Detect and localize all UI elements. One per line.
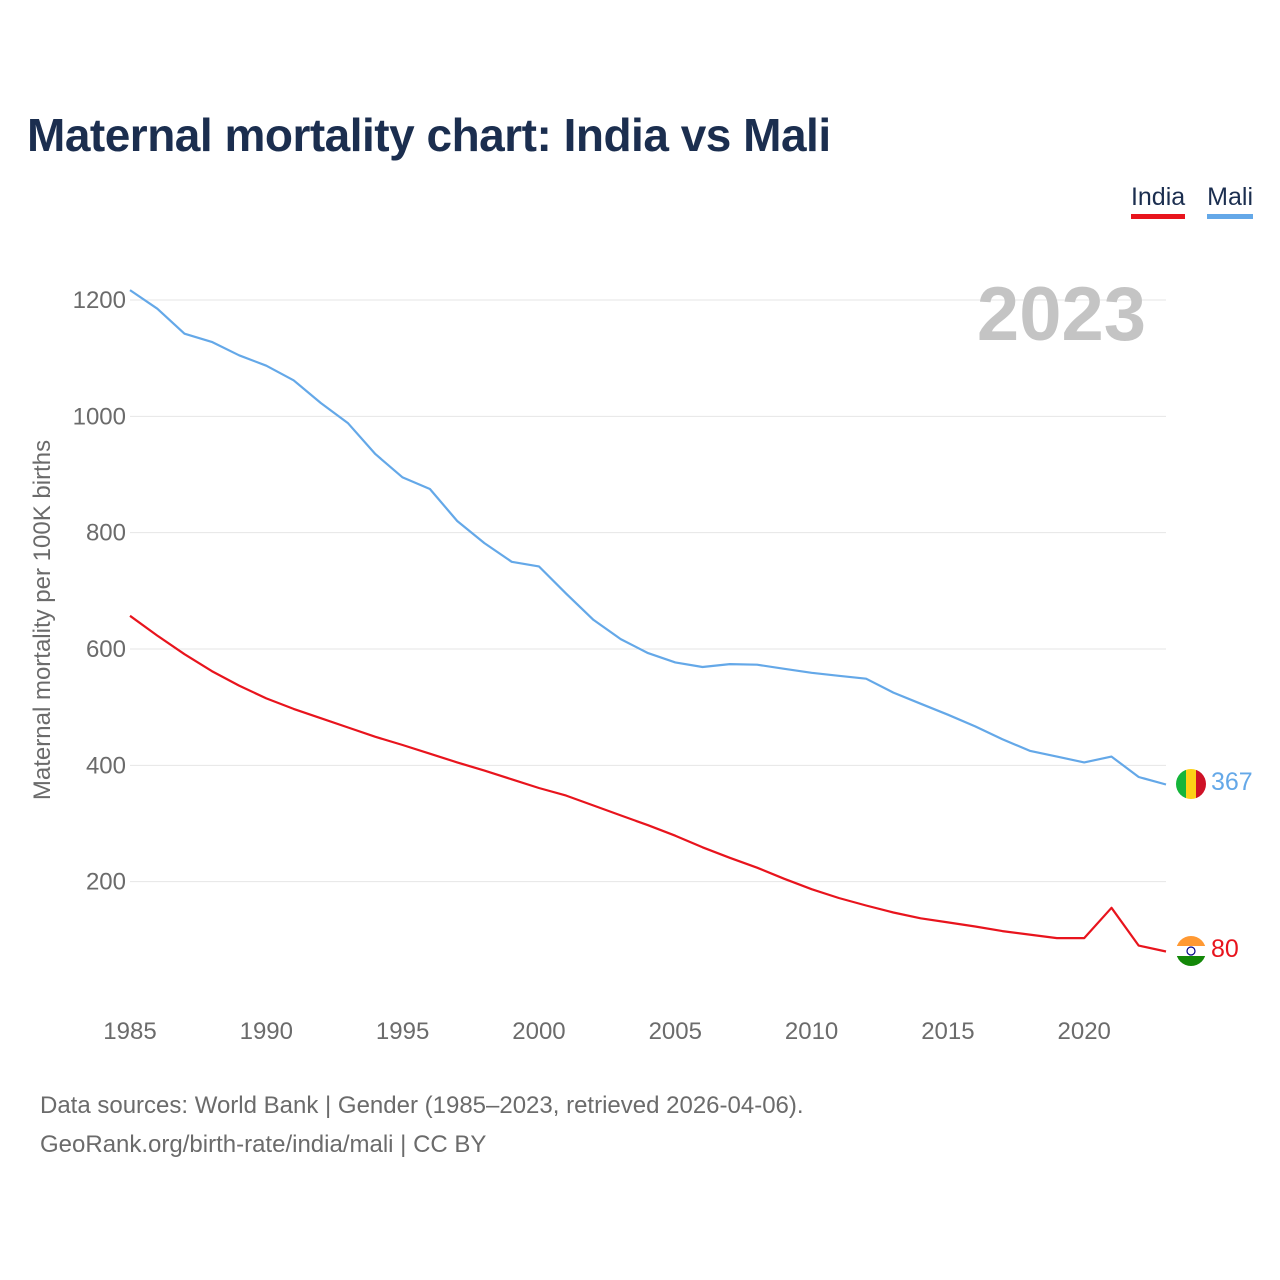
india-end-label: 80: [1211, 935, 1239, 963]
x-tick-label: 1990: [240, 1018, 293, 1045]
page-title: Maternal mortality chart: India vs Mali: [27, 109, 831, 161]
legend: India Mali: [1130, 183, 1253, 219]
series-lines: [129, 289, 1167, 953]
grid-lines: [130, 299, 1166, 883]
y-tick-label: 200: [86, 869, 126, 896]
legend-item-india[interactable]: India: [1130, 183, 1186, 219]
x-tick-label: 2005: [649, 1018, 702, 1045]
y-tick-label: 1000: [73, 403, 126, 430]
source-note: Data sources: World Bank | Gender (1985–…: [40, 1086, 804, 1164]
mali-flag-icon: [1176, 769, 1206, 799]
india-flag-icon: [1176, 936, 1206, 966]
series-line-india: [129, 614, 1167, 953]
source-line-1: Data sources: World Bank | Gender (1985–…: [40, 1092, 804, 1119]
year-watermark: 2023: [977, 272, 1146, 357]
y-tick-label: 800: [86, 520, 126, 547]
mali-end-label: 367: [1211, 768, 1253, 796]
y-axis-label: Maternal mortality per 100K births: [29, 440, 56, 800]
series-line-mali: [129, 289, 1167, 786]
x-tick-label: 2015: [921, 1018, 974, 1045]
y-tick-label: 400: [86, 752, 126, 779]
x-tick-label: 1995: [376, 1018, 429, 1045]
y-tick-label: 1200: [73, 287, 126, 314]
x-tick-label: 2000: [512, 1018, 565, 1045]
source-line-2[interactable]: GeoRank.org/birth-rate/india/mali | CC B…: [40, 1131, 487, 1158]
x-tick-label: 2020: [1058, 1018, 1111, 1045]
x-axis-ticks: 1985 1990 1995 2000 2005 2010 2015 2020: [103, 1018, 1111, 1045]
x-tick-label: 2010: [785, 1018, 838, 1045]
y-axis-ticks: 200 400 600 800 1000 1200: [73, 287, 126, 896]
line-chart: 200 400 600 800 1000 1200 1985 1990 1995 2000 200…: [29, 272, 1253, 1045]
legend-item-mali[interactable]: Mali: [1207, 183, 1253, 219]
y-tick-label: 600: [86, 636, 126, 663]
x-tick-label: 1985: [103, 1018, 156, 1045]
